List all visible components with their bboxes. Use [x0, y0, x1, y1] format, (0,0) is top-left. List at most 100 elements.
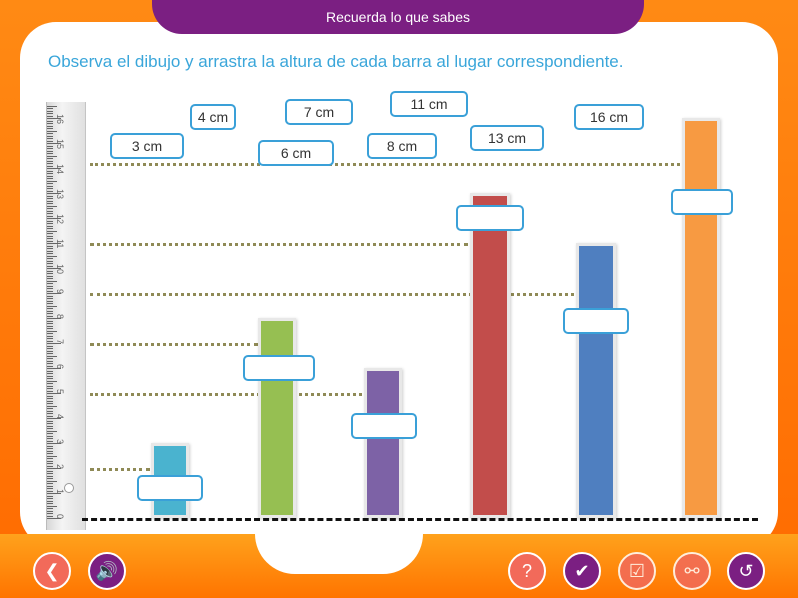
- ruler-tick: [47, 503, 53, 504]
- value-chip-3cm[interactable]: 3 cm: [110, 133, 184, 159]
- ruler-tick: [47, 225, 53, 227]
- ruler-tick: [47, 325, 53, 327]
- ruler-tick: [47, 108, 53, 109]
- ruler-tick: [47, 390, 53, 392]
- ruler-tick: [47, 118, 61, 119]
- ruler-tick: [47, 243, 61, 244]
- value-chip-4cm[interactable]: 4 cm: [190, 104, 236, 130]
- ruler-tick: [47, 458, 53, 459]
- ruler-tick: [47, 400, 53, 402]
- ruler-tick: [47, 483, 53, 484]
- ruler-tick: [47, 365, 53, 367]
- drop-slot-bar-1[interactable]: [137, 475, 203, 501]
- ruler-tick: [47, 345, 53, 347]
- ruler-tick: [47, 143, 61, 144]
- bar-6: [682, 118, 720, 518]
- back-button[interactable]: ❮: [33, 552, 71, 590]
- ruler-tick: [47, 273, 53, 274]
- ruler-tick: [47, 268, 61, 269]
- value-chip-7cm[interactable]: 7 cm: [285, 99, 353, 125]
- ruler-tick: [47, 160, 53, 162]
- guide-line-7: [90, 343, 258, 346]
- ruler-tick: [47, 300, 53, 302]
- ruler-tick: [47, 425, 53, 427]
- ruler-tick: [47, 150, 53, 152]
- ruler-tick: [47, 488, 53, 489]
- ruler-tick: [47, 235, 53, 237]
- ruler-tick: [47, 490, 53, 492]
- ruler-tick: [47, 145, 53, 147]
- guide-line-11: [90, 243, 468, 246]
- ruler-tick: [47, 320, 53, 322]
- value-chip-16cm[interactable]: 16 cm: [574, 104, 644, 130]
- ruler-tick: [47, 175, 53, 177]
- ruler-tick: [47, 165, 53, 167]
- ruler-number: 12: [55, 214, 65, 225]
- ruler-tick: [47, 123, 53, 124]
- ruler-tick: [47, 115, 53, 117]
- value-chip-11cm[interactable]: 11 cm: [390, 91, 468, 117]
- ruler-tick: [47, 208, 53, 209]
- drop-slot-bar-2[interactable]: [243, 355, 315, 381]
- ruler-tick: [47, 450, 53, 452]
- ruler-tick: [47, 203, 53, 204]
- guide-line-5: [90, 393, 362, 396]
- ruler-tick: [47, 155, 57, 157]
- ruler-tick: [47, 498, 53, 499]
- ruler-tick: [47, 180, 57, 182]
- ruler-tick: [47, 323, 53, 324]
- ruler-tick: [47, 198, 53, 199]
- ruler-tick: [47, 153, 53, 154]
- ruler-tick: [47, 228, 53, 229]
- check-circle-icon: ✔: [574, 560, 590, 581]
- ruler-tick: [47, 293, 61, 294]
- ruler-tick: [47, 250, 53, 252]
- ruler-tick: [47, 368, 61, 369]
- ruler-tick: [47, 238, 53, 239]
- ruler-number: 7: [55, 339, 65, 345]
- ruler-tick: [47, 278, 53, 279]
- ruler-tick: [47, 240, 53, 242]
- check-button[interactable]: ✔: [563, 552, 601, 590]
- ruler-tick: [47, 433, 53, 434]
- ruler-tick: [47, 495, 53, 497]
- ruler-tick: [47, 318, 61, 319]
- validate-button[interactable]: ☑: [618, 552, 656, 590]
- drop-slot-bar-6[interactable]: [671, 189, 733, 215]
- drop-slot-bar-3[interactable]: [351, 413, 417, 439]
- value-chip-13cm[interactable]: 13 cm: [470, 125, 544, 151]
- ruler-tick: [47, 470, 53, 472]
- ruler-tick: [47, 315, 53, 317]
- solution-key-button[interactable]: ⚯: [673, 552, 711, 590]
- drop-slot-bar-5[interactable]: [563, 308, 629, 334]
- guide-line-9: [90, 293, 574, 296]
- ruler-tick: [47, 363, 53, 364]
- drop-slot-bar-4[interactable]: [456, 205, 524, 231]
- ruler-tick: [47, 508, 53, 509]
- ruler-tick: [47, 215, 53, 217]
- value-chip-6cm[interactable]: 6 cm: [258, 140, 334, 166]
- ruler-tick: [47, 453, 53, 454]
- ruler-tick: [47, 263, 53, 264]
- value-chip-8cm[interactable]: 8 cm: [367, 133, 437, 159]
- ruler-tick: [47, 493, 61, 494]
- ruler-tick: [47, 375, 53, 377]
- restart-icon: ↺: [738, 560, 754, 581]
- ruler-tick: [47, 288, 53, 289]
- restart-button[interactable]: ↺: [727, 552, 765, 590]
- help-button[interactable]: ?: [508, 552, 546, 590]
- ruler-tick: [47, 395, 53, 397]
- ruler-handle: [64, 483, 74, 493]
- ruler-tick: [47, 518, 61, 519]
- ruler-tick: [47, 510, 53, 512]
- ruler-tick: [47, 405, 57, 407]
- ruler-tick: [47, 413, 53, 414]
- audio-button[interactable]: 🔊: [88, 552, 126, 590]
- ruler-tick: [47, 303, 53, 304]
- ruler-tick: [47, 190, 53, 192]
- ruler-tick: [47, 245, 53, 247]
- ruler-number: 8: [55, 314, 65, 320]
- ruler-tick: [47, 210, 53, 212]
- ruler-tick: [47, 415, 53, 417]
- ruler-tick: [47, 218, 61, 219]
